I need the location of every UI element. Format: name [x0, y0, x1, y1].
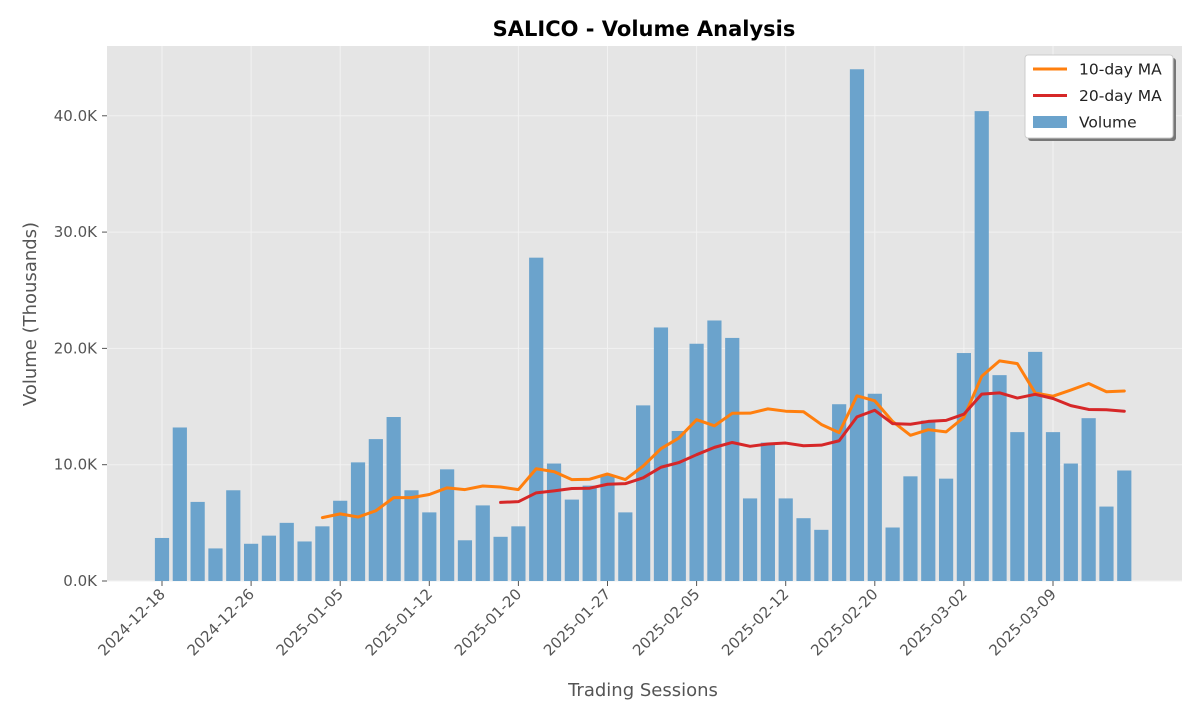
y-axis-label: Volume (Thousands): [20, 222, 41, 406]
y-tick-label: 0.0K: [63, 572, 98, 590]
volume-bar: [796, 518, 811, 581]
volume-bar: [529, 257, 544, 581]
volume-bar: [921, 420, 936, 581]
legend: 10-day MA 20-day MA Volume: [1024, 54, 1176, 141]
x-tick-label: 2024-12-18: [94, 585, 168, 659]
volume-bar: [582, 485, 597, 581]
y-tick-label: 30.0K: [54, 223, 98, 241]
y-tick-label: 40.0K: [54, 107, 98, 125]
volume-bar: [903, 476, 918, 581]
volume-bar: [564, 499, 579, 581]
volume-bar: [956, 353, 971, 581]
legend-ma10-label: 10-day MA: [1079, 61, 1162, 79]
volume-bar: [760, 442, 775, 581]
ma10-line: [320, 359, 1126, 520]
volume-bar: [1010, 432, 1025, 581]
volume-bar: [832, 404, 847, 581]
ma20-line: [499, 391, 1126, 504]
legend-volume-swatch: [1033, 116, 1067, 128]
volume-bar: [653, 327, 669, 581]
chart-title: SALICO - Volume Analysis: [493, 17, 796, 41]
legend-ma20-label: 20-day MA: [1079, 87, 1162, 105]
x-tick-label: 2025-02-12: [718, 585, 792, 659]
volume-bar: [546, 463, 562, 581]
volume-bar: [689, 343, 704, 581]
volume-bar: [671, 430, 686, 581]
x-tick-label: 2025-02-05: [629, 585, 703, 659]
volume-bar: [297, 541, 312, 581]
volume-bar: [1099, 506, 1114, 581]
x-tick-label: 2025-03-02: [896, 585, 970, 659]
volume-bar: [867, 393, 882, 581]
volume-bar: [511, 526, 526, 581]
volume-bar: [244, 543, 259, 581]
x-tick-label: 2025-01-12: [362, 585, 436, 659]
volume-bar: [1117, 470, 1132, 581]
volume-bar: [315, 526, 330, 581]
volume-bar: [333, 500, 348, 581]
volume-bar: [707, 320, 722, 581]
volume-bar: [279, 522, 294, 581]
volume-bar: [404, 490, 419, 581]
x-axis-label: Trading Sessions: [567, 680, 718, 701]
y-tick-label: 20.0K: [54, 339, 98, 357]
volume-bar: [1063, 463, 1078, 581]
volume-bar: [226, 490, 241, 581]
volume-bar: [600, 475, 615, 581]
y-tick-label: 10.0K: [54, 456, 98, 474]
volume-bar: [440, 469, 455, 581]
volume-bar: [172, 427, 187, 581]
volume-bar: [814, 529, 829, 581]
volume-bar: [849, 69, 865, 581]
volume-bar: [725, 337, 740, 581]
volume-bar: [1045, 432, 1061, 581]
volume-bar: [742, 498, 758, 581]
volume-bar: [938, 478, 954, 581]
volume-bar: [208, 548, 223, 581]
volume-bar: [422, 512, 437, 581]
volume-bar: [154, 537, 170, 581]
x-tick-label: 2025-01-27: [540, 585, 614, 659]
volume-bar: [618, 512, 633, 581]
x-tick-label: 2024-12-26: [184, 585, 258, 659]
x-tick-label: 2025-03-09: [985, 585, 1059, 659]
volume-bar: [1081, 418, 1096, 581]
volume-bar: [350, 462, 366, 581]
volume-bar: [778, 498, 793, 581]
volume-bar: [885, 527, 900, 581]
x-tick-label: 2025-01-20: [451, 585, 525, 659]
moving-average-lines: [320, 359, 1126, 520]
volume-bar: [1028, 351, 1043, 581]
legend-volume-label: Volume: [1079, 114, 1137, 132]
volume-bar: [457, 540, 473, 581]
volume-bar: [992, 375, 1007, 581]
x-tick-label: 2025-01-05: [273, 585, 347, 659]
volume-bar: [974, 111, 989, 581]
x-tick-label: 2025-02-20: [807, 585, 881, 659]
volume-bar: [475, 505, 490, 581]
volume-bar: [261, 535, 277, 581]
volume-bar: [636, 405, 651, 581]
volume-bar: [493, 536, 508, 581]
volume-bar: [190, 501, 205, 581]
